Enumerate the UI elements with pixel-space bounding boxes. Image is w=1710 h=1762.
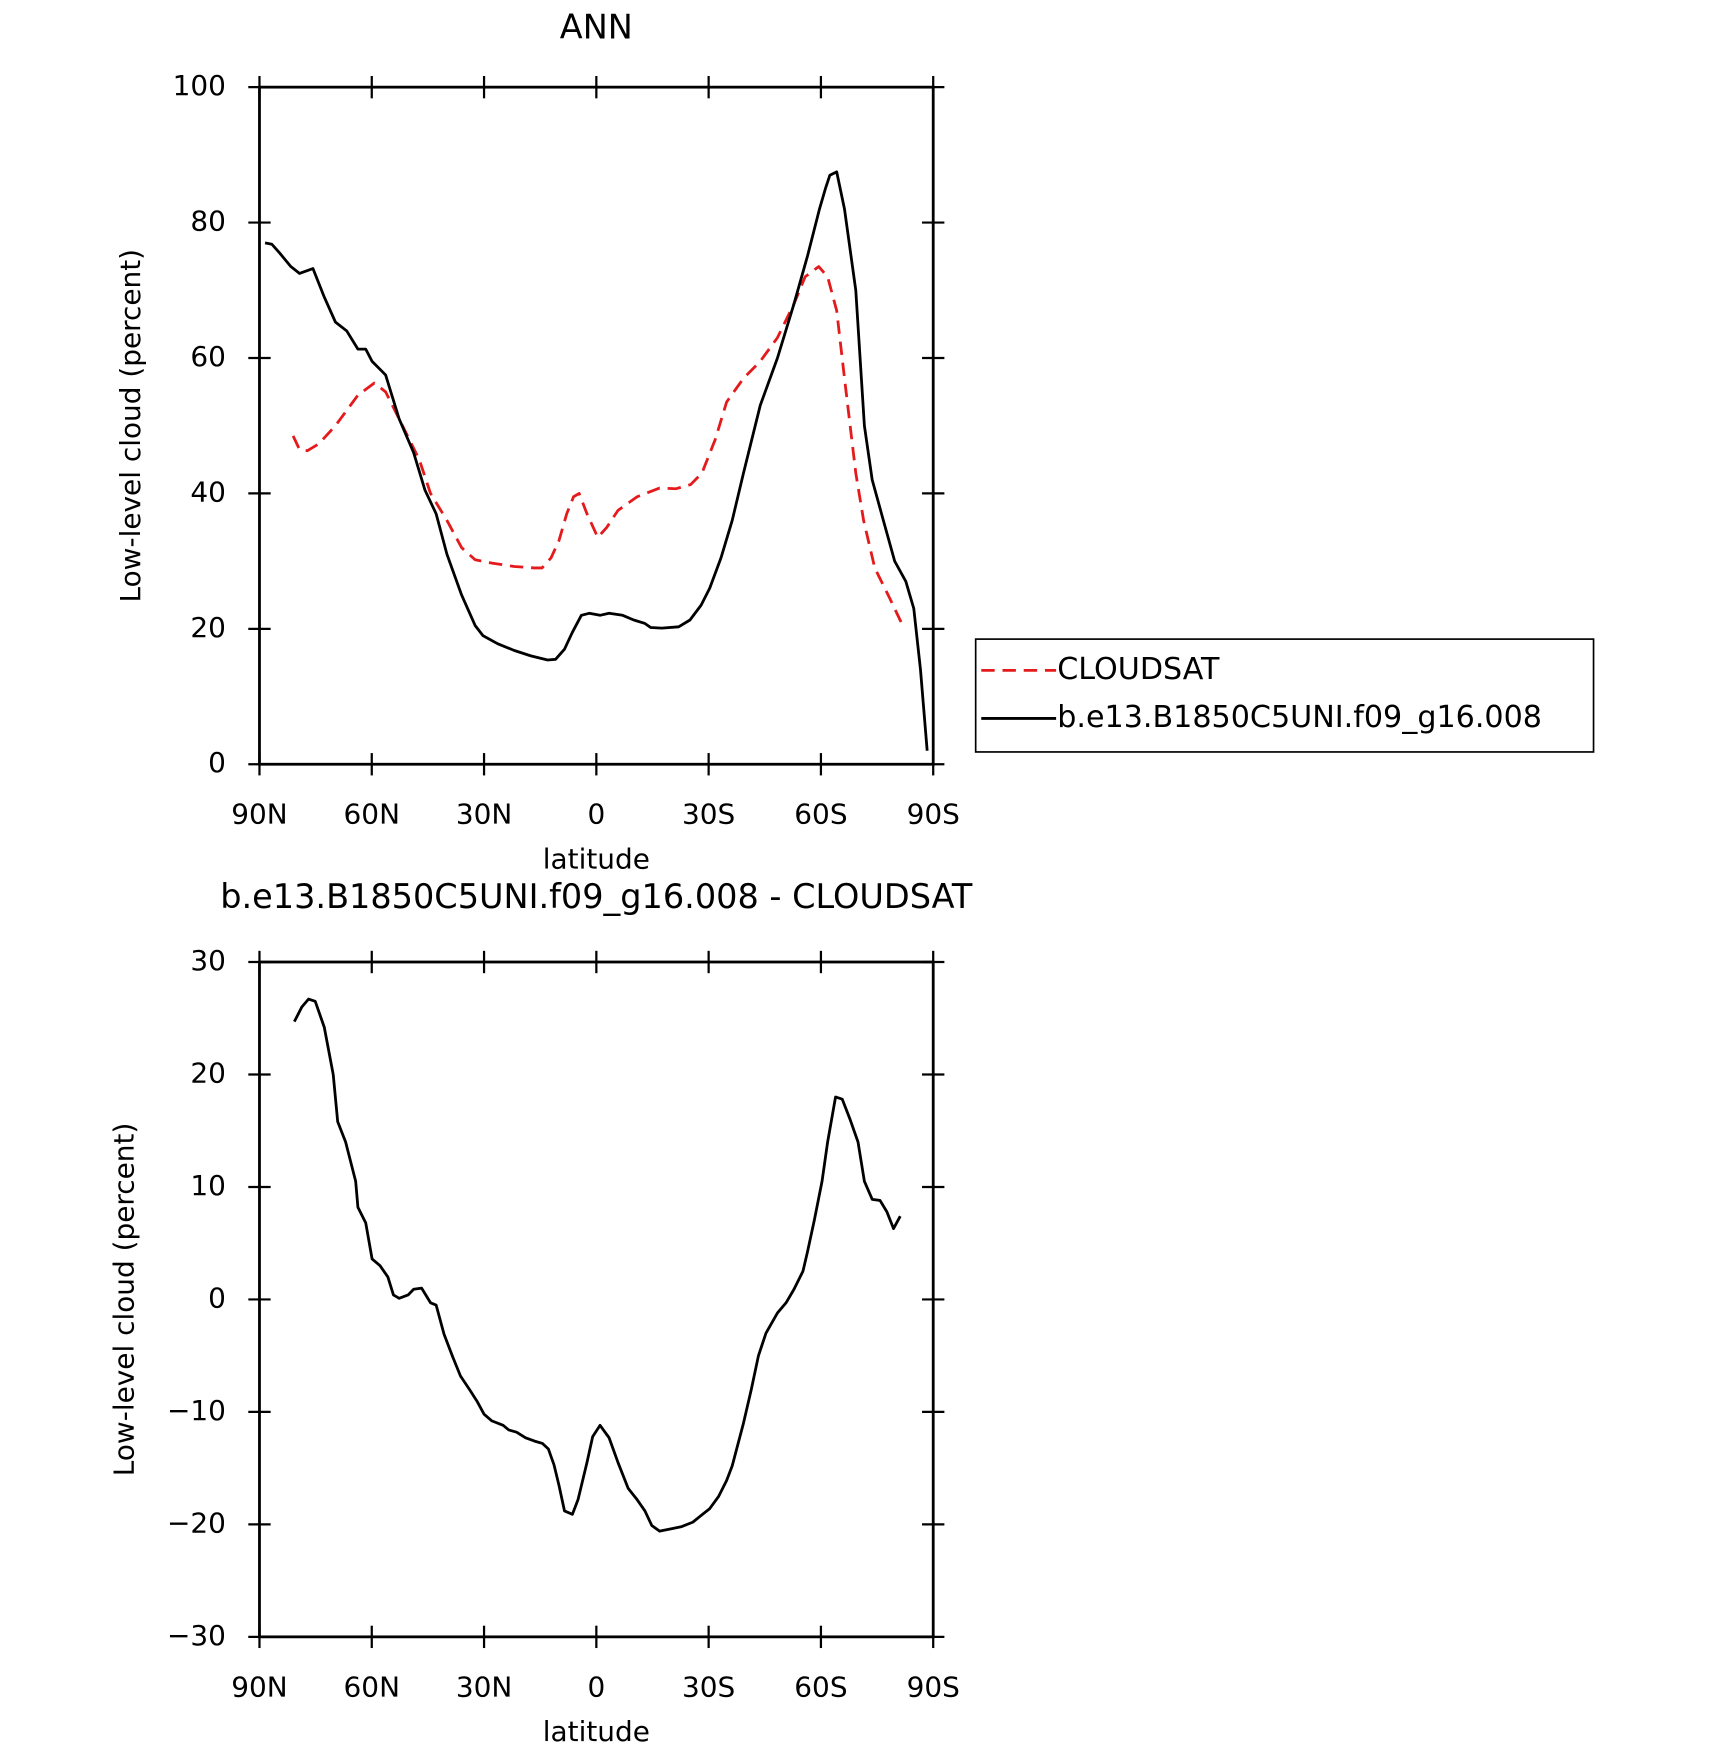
- x-tick-label: 60S: [794, 1670, 847, 1703]
- y-tick-label: 0: [208, 1281, 226, 1314]
- plot-frame: [258, 85, 935, 766]
- x-tick-label: 30N: [456, 1670, 512, 1703]
- legend-label: b.e13.B1850C5UNI.f09_g16.008: [1057, 700, 1542, 735]
- legend-box: [974, 638, 1595, 753]
- data-line: [264, 170, 929, 751]
- legend-label: CLOUDSAT: [1057, 652, 1220, 687]
- x-tick-label: 0: [587, 1670, 605, 1703]
- x-tick-label: 60S: [794, 798, 847, 831]
- data-line: [291, 265, 903, 623]
- x-tick-label: 30S: [682, 1670, 735, 1703]
- plot-frame: [258, 960, 935, 1639]
- y-tick-label: 30: [190, 944, 226, 977]
- chart-title: ANN: [560, 8, 633, 47]
- x-tick-label: 30S: [682, 798, 735, 831]
- x-tick-label: 90N: [231, 798, 287, 831]
- y-tick-label: −10: [167, 1394, 226, 1427]
- y-tick-label: 100: [173, 69, 226, 102]
- chart-title: b.e13.B1850C5UNI.f09_g16.008 - CLOUDSAT: [220, 877, 973, 916]
- x-tick-label: 0: [587, 798, 605, 831]
- y-tick-label: 0: [208, 746, 226, 779]
- y-tick-label: 20: [190, 1056, 226, 1089]
- x-tick-label: 90S: [907, 798, 960, 831]
- y-tick-label: 40: [190, 475, 226, 508]
- x-tick-label: 60N: [344, 1670, 400, 1703]
- x-tick-label: 90S: [907, 1670, 960, 1703]
- x-axis-label: latitude: [543, 842, 650, 875]
- y-tick-label: −20: [167, 1506, 226, 1539]
- y-axis-label: Low-level cloud (percent): [107, 1123, 140, 1477]
- y-tick-label: 80: [190, 205, 226, 238]
- x-axis-label: latitude: [543, 1715, 650, 1748]
- x-tick-label: 30N: [456, 798, 512, 831]
- data-line: [293, 997, 902, 1533]
- x-tick-label: 90N: [231, 1670, 287, 1703]
- y-tick-label: 20: [190, 611, 226, 644]
- x-tick-label: 60N: [344, 798, 400, 831]
- y-tick-label: 60: [190, 340, 226, 373]
- y-axis-label: Low-level cloud (percent): [114, 249, 147, 603]
- y-tick-label: −30: [167, 1619, 226, 1652]
- y-tick-label: 10: [190, 1169, 226, 1202]
